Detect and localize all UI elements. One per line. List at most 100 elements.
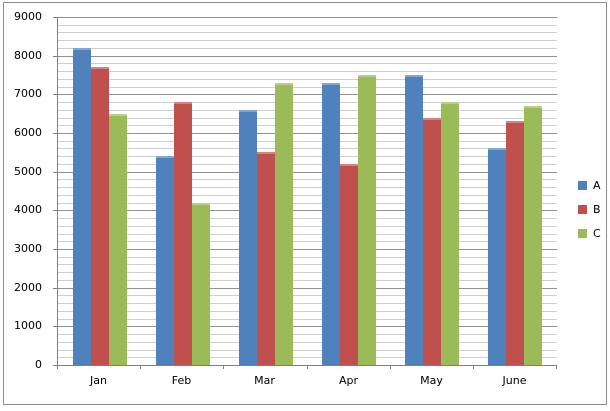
- y-axis-label: 3000: [14, 242, 42, 255]
- gridline-minor: [58, 303, 557, 304]
- gridline-minor: [58, 87, 557, 88]
- y-axis-label: 8000: [14, 49, 42, 62]
- legend-label: C: [593, 226, 601, 240]
- gridline-minor: [58, 141, 557, 142]
- bar-c-apr[interactable]: [358, 75, 376, 365]
- x-axis-label: Mar: [254, 374, 275, 387]
- plot-area: [57, 17, 557, 366]
- bar-a-apr[interactable]: [322, 83, 340, 365]
- gridline-minor: [58, 319, 557, 320]
- x-axis-tick: [556, 365, 557, 369]
- y-axis-tick: [53, 172, 57, 173]
- x-axis-tick: [223, 365, 224, 369]
- gridline-minor: [58, 357, 557, 358]
- y-axis-tick: [53, 210, 57, 211]
- gridline-minor: [58, 164, 557, 165]
- bar-b-june[interactable]: [506, 121, 524, 365]
- x-axis-label: Feb: [171, 374, 192, 387]
- bar-c-mar[interactable]: [275, 83, 293, 365]
- y-axis-label: 9000: [14, 10, 42, 23]
- legend-item-a[interactable]: A: [578, 173, 601, 197]
- bar-b-jan[interactable]: [91, 67, 109, 365]
- gridline-minor: [58, 241, 557, 242]
- gridline-minor: [58, 179, 557, 180]
- bar-a-feb[interactable]: [156, 156, 174, 365]
- x-axis-tick: [57, 365, 58, 369]
- y-axis-tick: [53, 17, 57, 18]
- legend-item-c[interactable]: C: [578, 221, 601, 245]
- gridline-minor: [58, 71, 557, 72]
- y-axis-label: 7000: [14, 87, 42, 100]
- gridline-minor: [58, 102, 557, 103]
- gridline-minor: [58, 40, 557, 41]
- gridline-major: [58, 17, 557, 18]
- gridline-minor: [58, 25, 557, 26]
- x-axis-tick: [307, 365, 308, 369]
- gridline-major: [58, 326, 557, 327]
- x-axis-label: Apr: [338, 374, 359, 387]
- y-axis-tick: [53, 249, 57, 250]
- gridline-minor: [58, 334, 557, 335]
- legend-swatch-c: [578, 228, 587, 238]
- x-axis-label: May: [420, 374, 443, 387]
- gridline-minor: [58, 272, 557, 273]
- gridline-major: [58, 172, 557, 173]
- legend-swatch-a: [578, 180, 587, 190]
- x-axis-tick: [140, 365, 141, 369]
- gridline-minor: [58, 264, 557, 265]
- y-axis-tick: [53, 56, 57, 57]
- x-axis-label: June: [502, 374, 527, 387]
- y-axis-label: 4000: [14, 203, 42, 216]
- gridline-major: [58, 94, 557, 95]
- x-axis-label: Jan: [90, 374, 107, 387]
- gridline-major: [58, 249, 557, 250]
- gridline-minor: [58, 187, 557, 188]
- gridline-minor: [58, 148, 557, 149]
- bar-a-june[interactable]: [488, 148, 506, 365]
- gridline-minor: [58, 218, 557, 219]
- legend-swatch-b: [578, 204, 587, 214]
- bar-b-mar[interactable]: [257, 152, 275, 365]
- gridline-minor: [58, 156, 557, 157]
- gridline-minor: [58, 342, 557, 343]
- bar-c-may[interactable]: [441, 102, 459, 365]
- gridline-minor: [58, 311, 557, 312]
- y-axis-tick: [53, 288, 57, 289]
- y-axis-label: 0: [35, 358, 42, 371]
- bar-a-jan[interactable]: [73, 48, 91, 365]
- gridline-minor: [58, 32, 557, 33]
- gridline-minor: [58, 63, 557, 64]
- y-axis-tick: [53, 94, 57, 95]
- legend-item-b[interactable]: B: [578, 197, 601, 221]
- gridline-minor: [58, 295, 557, 296]
- bar-b-may[interactable]: [423, 118, 441, 365]
- gridline-minor: [58, 125, 557, 126]
- bar-c-june[interactable]: [524, 106, 542, 365]
- gridline-major: [58, 133, 557, 134]
- gridline-minor: [58, 203, 557, 204]
- gridline-minor: [58, 118, 557, 119]
- bar-b-feb[interactable]: [174, 102, 192, 365]
- bar-b-apr[interactable]: [340, 164, 358, 365]
- gridline-minor: [58, 79, 557, 80]
- legend-label: A: [593, 178, 601, 192]
- x-axis-tick: [473, 365, 474, 369]
- gridline-major: [58, 56, 557, 57]
- x-axis-tick: [390, 365, 391, 369]
- y-axis-label: 5000: [14, 165, 42, 178]
- y-axis-tick: [53, 326, 57, 327]
- legend-label: B: [593, 202, 601, 216]
- bar-c-jan[interactable]: [109, 114, 127, 365]
- y-axis-label: 1000: [14, 319, 42, 332]
- bar-a-may[interactable]: [405, 75, 423, 365]
- gridline-minor: [58, 110, 557, 111]
- y-axis-tick: [53, 133, 57, 134]
- gridline-minor: [58, 257, 557, 258]
- y-axis-tick: [53, 365, 57, 366]
- bar-c-feb[interactable]: [192, 203, 210, 365]
- gridline-minor: [58, 280, 557, 281]
- gridline-minor: [58, 48, 557, 49]
- bar-a-mar[interactable]: [239, 110, 257, 365]
